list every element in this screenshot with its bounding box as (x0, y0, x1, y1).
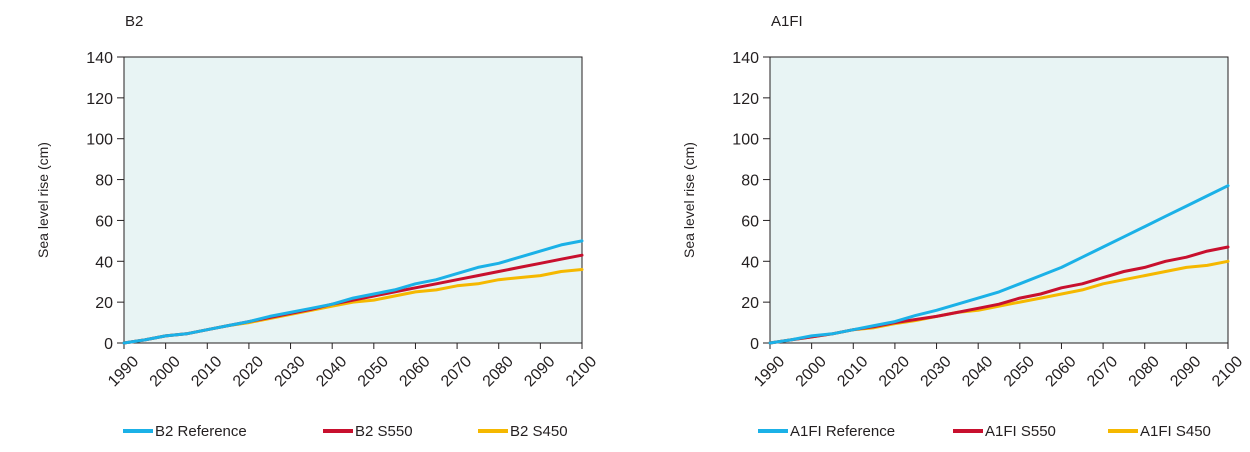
series-line-1 (768, 184, 1230, 345)
x-tick-label: 2060 (396, 353, 433, 390)
y-tick-label: 20 (95, 295, 113, 312)
y-tick-label: 60 (95, 213, 113, 230)
y-tick-label: 0 (104, 336, 113, 353)
x-tick-label: 1990 (751, 353, 788, 390)
legend-label: A1FI Reference (790, 423, 895, 440)
x-tick-label: 2050 (1001, 353, 1038, 390)
x-tick-label: 2100 (563, 353, 600, 390)
plot-area (123, 56, 583, 344)
x-tick-label: 2090 (1167, 353, 1204, 390)
x-tick-label: 2020 (876, 353, 913, 390)
y-tick-label: 100 (86, 132, 113, 149)
x-tick-label: 2080 (1126, 353, 1163, 390)
x-tick-label: 2050 (355, 353, 392, 390)
x-tick-label: 2070 (1084, 353, 1121, 390)
y-tick-label: 40 (741, 254, 759, 271)
series-line-1 (122, 239, 584, 345)
y-tick-label: 120 (732, 91, 759, 108)
legend-label: B2 S450 (510, 423, 568, 440)
x-tick-label: 2070 (438, 353, 475, 390)
legend-label: B2 Reference (155, 423, 247, 440)
chart-title: B2 (125, 13, 143, 30)
x-tick-label: 2010 (188, 353, 225, 390)
y-tick-label: 20 (741, 295, 759, 312)
x-tick-label: 2020 (230, 353, 267, 390)
y-axis-label: Sea level rise (cm) (681, 142, 697, 258)
chart-title: A1FI (771, 13, 803, 30)
x-tick-label: 2000 (793, 353, 830, 390)
legend-label: A1FI S450 (1140, 423, 1211, 440)
x-tick-label: 2030 (272, 353, 309, 390)
y-tick-label: 140 (732, 50, 759, 67)
y-tick-label: 100 (732, 132, 759, 149)
x-tick-label: 2060 (1042, 353, 1079, 390)
y-tick-label: 140 (86, 50, 113, 67)
x-tick-label: 2010 (834, 353, 871, 390)
y-tick-label: 120 (86, 91, 113, 108)
x-tick-label: 2040 (959, 353, 996, 390)
y-tick-label: 80 (741, 173, 759, 190)
x-tick-label: 2090 (521, 353, 558, 390)
legend-label: B2 S550 (355, 423, 413, 440)
y-tick-label: 60 (741, 213, 759, 230)
x-tick-label: 2040 (313, 353, 350, 390)
plot-area (769, 56, 1229, 344)
y-tick-label: 80 (95, 173, 113, 190)
y-tick-label: 0 (750, 336, 759, 353)
x-tick-label: 2030 (918, 353, 955, 390)
x-tick-label: 2000 (147, 353, 184, 390)
x-tick-label: 2080 (480, 353, 517, 390)
legend-label: A1FI S550 (985, 423, 1056, 440)
x-tick-label: 1990 (105, 353, 142, 390)
y-axis-label: Sea level rise (cm) (35, 142, 51, 258)
x-tick-label: 2100 (1209, 353, 1246, 390)
y-tick-label: 40 (95, 254, 113, 271)
